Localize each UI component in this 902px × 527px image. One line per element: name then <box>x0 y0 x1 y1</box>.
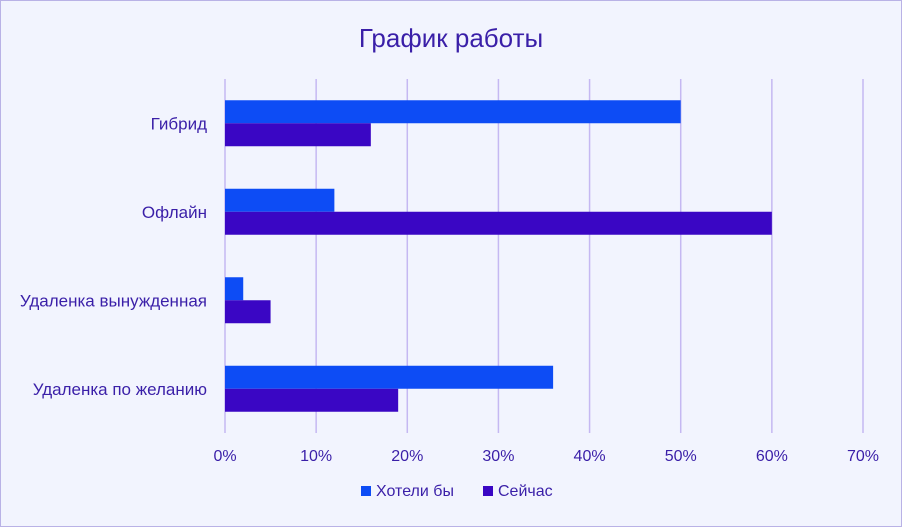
bar <box>225 277 244 301</box>
category-labels: Гибрид Офлайн Удаленка вынужденная Удаленка… <box>20 114 207 399</box>
bar <box>225 388 399 412</box>
legend-label: Сейчас <box>498 483 553 500</box>
bar <box>225 188 335 212</box>
x-tick-label: 50% <box>665 448 697 465</box>
legend-label: Хотели бы <box>376 483 454 500</box>
x-tick-label: 10% <box>300 448 332 465</box>
category-label: Офлайн <box>142 203 207 222</box>
x-tick-label: 0% <box>213 448 236 465</box>
x-tick-label: 30% <box>482 448 514 465</box>
bar <box>225 365 554 389</box>
x-tick-label: 40% <box>574 448 606 465</box>
bar <box>225 300 271 324</box>
legend-swatch <box>361 486 371 496</box>
bar <box>225 100 681 124</box>
bar <box>225 123 371 147</box>
bars <box>225 100 772 412</box>
legend-swatch <box>483 486 493 496</box>
bar <box>225 211 772 235</box>
x-tick-labels: 0% 10% 20% 30% 40% 50% 60% 70% <box>213 448 879 465</box>
x-tick-label: 60% <box>756 448 788 465</box>
legend: Хотели бы Сейчас <box>361 483 553 500</box>
x-tick-label: 70% <box>847 448 879 465</box>
category-label: Гибрид <box>151 114 207 133</box>
category-label: Удаленка по желанию <box>33 380 208 399</box>
category-label: Удаленка вынужденная <box>20 291 207 310</box>
chart-title: График работы <box>359 23 543 53</box>
x-tick-label: 20% <box>391 448 423 465</box>
